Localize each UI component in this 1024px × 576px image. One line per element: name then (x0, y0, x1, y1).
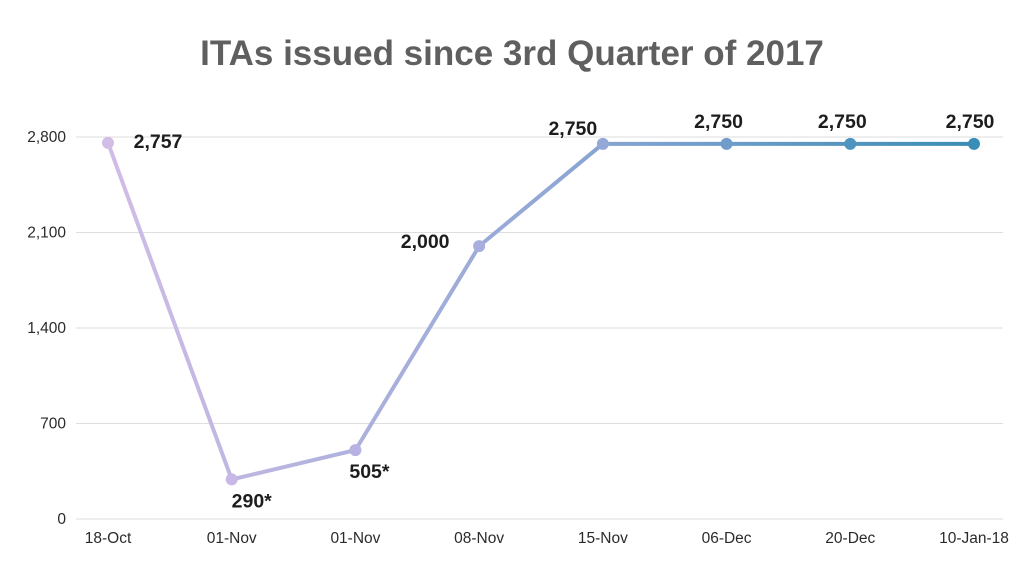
y-tick-label: 700 (40, 416, 66, 433)
data-label: 505* (349, 461, 390, 483)
data-point (473, 240, 486, 253)
data-point (968, 137, 980, 150)
series-line (106, 140, 976, 482)
x-tick-label: 15-Nov (578, 530, 628, 547)
series-lines (106, 140, 976, 482)
data-point (225, 473, 238, 486)
data-label: 290* (232, 490, 273, 512)
data-label: 2,750 (694, 111, 743, 133)
y-tick-label: 0 (57, 511, 66, 528)
x-axis-tick-labels: 18-Oct 01-Nov 01-Nov 08-Nov 15-Nov 06-Dec 20-D… (85, 530, 1009, 547)
y-tick-label: 2,800 (27, 129, 66, 146)
x-tick-label: 08-Nov (454, 530, 504, 547)
chart-title: ITAs issued since 3rd Quarter of 2017 (200, 34, 824, 73)
x-tick-label: 20-Dec (825, 530, 875, 547)
x-tick-label: 06-Dec (702, 530, 752, 547)
gridlines (76, 136, 1003, 520)
data-point (102, 136, 114, 149)
series-points (102, 136, 980, 486)
data-point (596, 137, 609, 150)
y-tick-label: 2,100 (27, 225, 66, 242)
data-point (720, 137, 733, 150)
y-tick-label: 1,400 (27, 320, 66, 337)
data-label: 2,000 (401, 231, 450, 253)
data-label: 2,750 (946, 111, 995, 133)
x-tick-label: 01-Nov (330, 530, 380, 547)
data-point (349, 444, 362, 457)
x-tick-label: 10-Jan-18 (939, 530, 1009, 547)
data-label: 2,757 (134, 131, 183, 153)
data-point (844, 137, 857, 150)
y-axis-tick-labels: 0 700 1,400 2,100 2,800 (27, 129, 66, 528)
x-tick-label: 18-Oct (85, 530, 132, 547)
data-label: 2,750 (548, 118, 597, 140)
data-label: 2,750 (818, 111, 867, 133)
x-tick-label: 01-Nov (207, 530, 257, 547)
data-labels: 2,757 290* 505* 2,000 2,750 2,750 2,750 2,750 (134, 111, 995, 513)
